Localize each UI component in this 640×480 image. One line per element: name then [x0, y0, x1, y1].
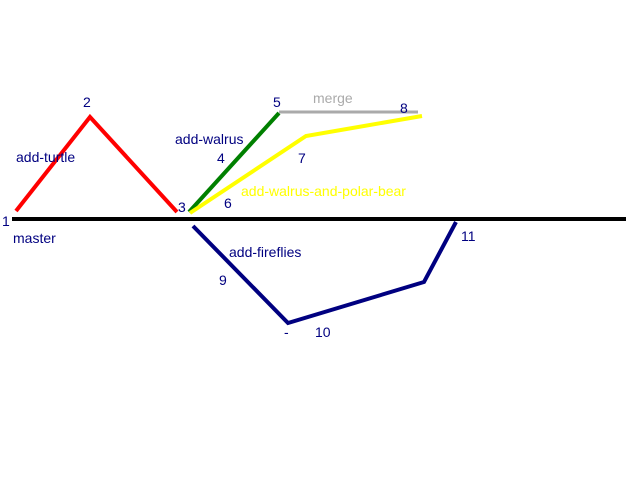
node-1: 1 — [2, 213, 10, 229]
node-9: 9 — [219, 272, 227, 288]
label-master: master — [13, 230, 56, 246]
node-2: 2 — [83, 94, 91, 110]
add-turtle-line — [14, 113, 179, 214]
node-dash-mark: - — [284, 324, 289, 340]
node-6: 6 — [224, 195, 232, 211]
label-add-turtle: add-turtle — [16, 149, 75, 165]
node-7: 7 — [298, 150, 306, 166]
label-add-fireflies: add-fireflies — [229, 244, 301, 260]
label-add-walrus: add-walrus — [175, 131, 243, 147]
label-merge: merge — [313, 90, 353, 106]
node-3: 3 — [178, 199, 186, 215]
add-walrus-line — [187, 111, 281, 214]
label-add-walrus-and-polar-bear: add-walrus-and-polar-bear — [241, 183, 406, 199]
add-walrus-and-polar-bear-line — [188, 114, 423, 215]
node-5: 5 — [273, 94, 281, 110]
node-4: 4 — [217, 150, 225, 166]
node-8: 8 — [400, 100, 408, 116]
node-10: 10 — [315, 324, 331, 340]
add-fireflies-line — [191, 221, 458, 326]
node-11: 11 — [461, 228, 476, 244]
